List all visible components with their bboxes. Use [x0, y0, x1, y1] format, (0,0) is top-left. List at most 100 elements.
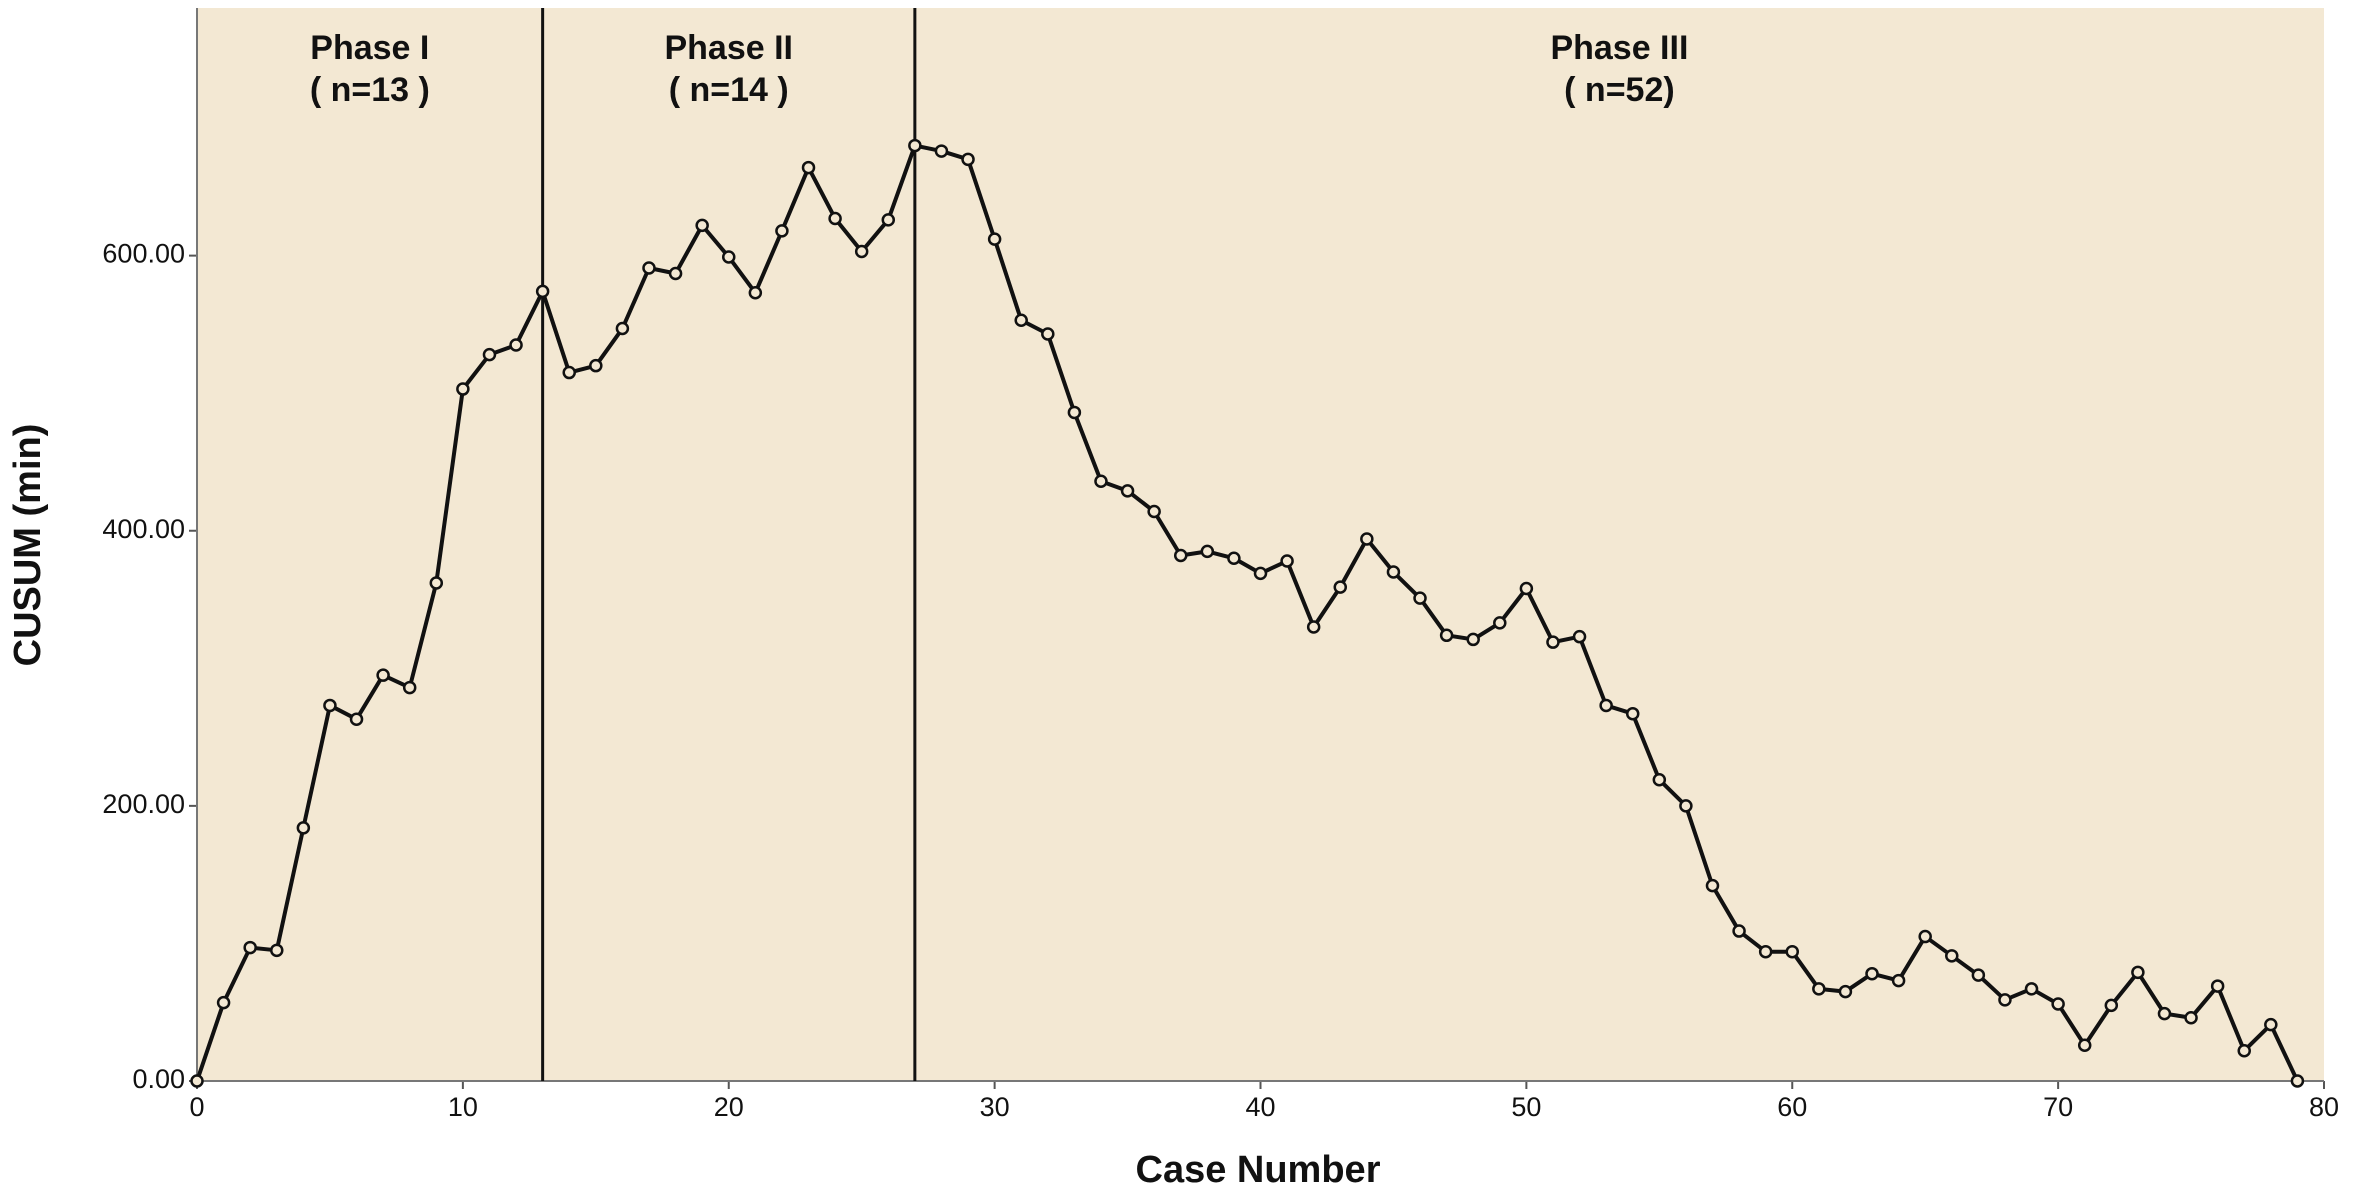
point: [1360, 532, 1374, 546]
x-tick-label: 10: [448, 1092, 478, 1122]
point: [1998, 993, 2012, 1007]
phase-title: Phase I: [310, 29, 429, 67]
x-tick-label: 40: [1245, 1092, 1275, 1122]
point: [296, 821, 311, 835]
point: [429, 576, 444, 590]
point: [961, 152, 975, 167]
point: [1253, 566, 1268, 581]
point: [402, 680, 417, 695]
point: [2051, 997, 2065, 1011]
point: [2131, 965, 2145, 980]
point: [270, 943, 284, 958]
x-tick-label: 30: [980, 1092, 1010, 1122]
point: [1466, 632, 1480, 647]
point: [775, 224, 789, 238]
point: [1306, 620, 1321, 634]
point: [349, 712, 364, 726]
point: [2264, 1017, 2278, 1032]
point: [1838, 984, 1853, 999]
point: [1493, 616, 1507, 630]
point: [881, 213, 896, 227]
point: [615, 321, 630, 336]
point: [1945, 949, 1959, 963]
point: [482, 347, 497, 362]
point: [2290, 1074, 2305, 1088]
point: [668, 266, 683, 281]
point: [1200, 544, 1215, 559]
point: [243, 940, 257, 955]
y-tick-label: 200.00: [102, 789, 185, 819]
y-axis-title: CUSUM (min): [7, 424, 49, 667]
point: [562, 365, 576, 380]
x-axis-title: Case Number: [1136, 1149, 1381, 1191]
point: [1625, 706, 1640, 721]
point: [1785, 944, 1799, 959]
x-tick-label: 80: [2309, 1092, 2339, 1122]
point: [1120, 484, 1135, 498]
x-tick-label: 60: [1777, 1092, 1807, 1122]
y-tick-label: 600.00: [102, 239, 185, 269]
x-tick-label: 50: [1511, 1092, 1541, 1122]
point: [1971, 968, 1986, 982]
y-tick-label: 400.00: [102, 514, 185, 544]
point: [934, 144, 949, 158]
point: [695, 218, 709, 233]
phase-title: Phase II: [664, 29, 793, 67]
point: [854, 244, 869, 259]
point: [2184, 1010, 2198, 1025]
point: [1041, 327, 1055, 341]
point: [1413, 591, 1427, 605]
point: [216, 995, 231, 1010]
point: [1439, 628, 1454, 643]
plot-area: [197, 8, 2324, 1081]
point: [2104, 998, 2119, 1013]
point: [828, 211, 842, 226]
point: [801, 160, 816, 175]
point: [1280, 554, 1294, 568]
point: [1147, 504, 1161, 519]
phase-title: Phase III: [1550, 29, 1688, 67]
phase-count: ( n=52): [1564, 71, 1675, 109]
point: [456, 382, 470, 396]
phase-count: ( n=14 ): [669, 71, 789, 109]
x-tick-label: 0: [189, 1092, 204, 1122]
point: [748, 286, 763, 300]
point: [908, 138, 922, 153]
point: [1679, 799, 1693, 813]
point: [1758, 944, 1773, 959]
point: [509, 338, 523, 352]
point: [1333, 580, 1348, 594]
point: [1705, 878, 1720, 893]
point: [1067, 405, 1082, 420]
point: [642, 261, 656, 275]
point: [1812, 982, 1826, 996]
y-tick-label: 0.00: [132, 1064, 185, 1094]
x-tick-label: 70: [2043, 1092, 2073, 1122]
point: [2237, 1043, 2251, 1058]
point: [535, 284, 550, 299]
point: [1599, 698, 1613, 713]
point: [1865, 966, 1879, 981]
point: [1519, 581, 1534, 596]
point: [1732, 924, 1746, 938]
point: [2024, 982, 2039, 996]
point: [2210, 979, 2225, 993]
point: [1014, 313, 1028, 328]
point: [589, 358, 603, 373]
point: [1652, 772, 1667, 787]
point: [323, 698, 337, 713]
point: [1546, 635, 1560, 649]
point: [1572, 629, 1587, 644]
point: [1094, 474, 1108, 488]
point: [1891, 973, 1906, 988]
point: [1173, 548, 1188, 563]
point: [2077, 1038, 2092, 1052]
point: [376, 668, 390, 682]
point: [2157, 1006, 2172, 1021]
point: [1227, 551, 1241, 566]
point: [1386, 565, 1401, 579]
point: [1918, 929, 1932, 944]
x-tick-label: 20: [714, 1092, 744, 1122]
phase-count: ( n=13 ): [310, 71, 430, 109]
